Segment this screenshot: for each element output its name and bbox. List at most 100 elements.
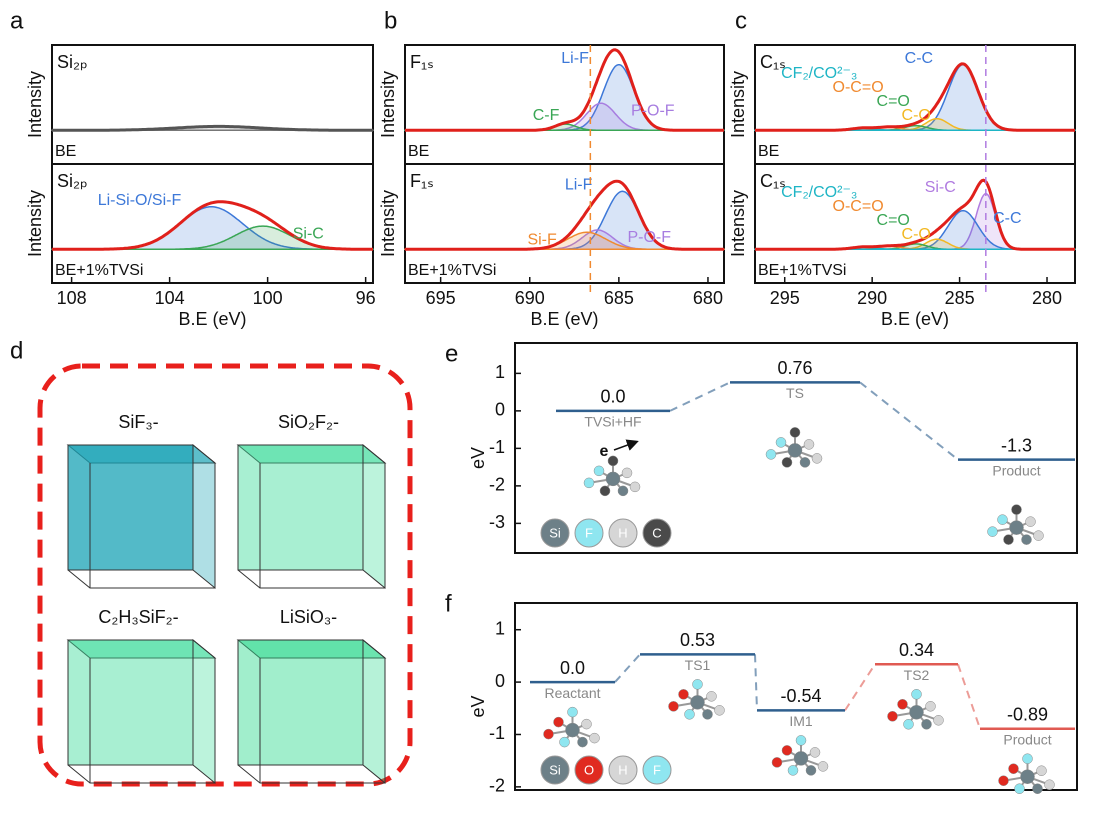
value-label: 0.0 (600, 387, 625, 407)
peak-label: CF₂/CO²⁻₃ (781, 184, 857, 201)
peak-label: C-F (533, 107, 560, 124)
spectrum-label: C₁ₛ (760, 52, 786, 72)
peak-label: P-O-F (627, 229, 671, 246)
atom-ball (669, 701, 679, 711)
atom-ball (910, 705, 924, 719)
atom-ball (707, 691, 717, 701)
spectrum-label: F₁ₛ (410, 52, 434, 72)
peak-label: Si-C (925, 179, 956, 196)
atom-ball (703, 709, 713, 719)
atom-ball (1015, 784, 1025, 794)
state-label: Product (992, 462, 1040, 478)
atom-ball (1023, 754, 1033, 764)
atom-ball (544, 729, 554, 739)
y-axis-label: eV (468, 695, 488, 717)
y-tick-label: -1 (489, 437, 505, 457)
atom-ball (590, 733, 600, 743)
y-tick-label: -1 (489, 723, 505, 743)
atom-ball (1021, 770, 1035, 784)
state-label: TS2 (904, 667, 930, 683)
atom-ball (794, 751, 808, 765)
y-axis-label: Intensity (25, 71, 45, 138)
peak-label: Li-F (565, 177, 593, 194)
value-label: -0.89 (1007, 704, 1048, 724)
atom-ball (934, 715, 944, 725)
atom-ball (578, 737, 588, 747)
x-tick-label: 295 (770, 288, 800, 308)
atom-ball (998, 515, 1008, 525)
atom-ball (788, 765, 798, 775)
atom-ball (772, 757, 782, 767)
x-axis-label: B.E (eV) (530, 309, 598, 329)
peak-label: Si-F (527, 231, 557, 248)
spectrum-label: C₁ₛ (760, 171, 786, 191)
atom-ball (679, 689, 689, 699)
atom-ball (1009, 764, 1019, 774)
y-axis-label: Intensity (25, 190, 45, 257)
cube-label: C₂H₃SiF₂- (98, 607, 178, 627)
sample-label: BE (408, 143, 429, 160)
cube-front (68, 445, 193, 570)
peak-fit (405, 65, 724, 131)
panel-letter: f (445, 590, 452, 617)
atom-legend-label: Si (549, 525, 561, 540)
atom-legend-label: H (618, 525, 627, 540)
x-tick-label: 690 (515, 288, 545, 308)
atom-ball (806, 765, 816, 775)
atom-ball (1033, 784, 1043, 794)
atom-ball (685, 709, 695, 719)
atom-ball (594, 466, 604, 476)
cube-side (363, 445, 385, 588)
atom-ball (622, 468, 632, 478)
cube-side (193, 445, 215, 588)
y-axis-label: Intensity (728, 71, 748, 138)
atom-ball (776, 437, 786, 447)
atom-ball (782, 745, 792, 755)
spectrum-label: F₁ₛ (410, 171, 434, 191)
y-tick-label: -3 (489, 512, 505, 532)
annotation-arrow (614, 442, 636, 450)
cube-side (193, 640, 215, 783)
connector (670, 382, 730, 411)
state-label: TVSi+HF (584, 414, 641, 430)
state-label: TS1 (685, 657, 711, 673)
atom-ball (1004, 535, 1014, 545)
peak-label: C-C (905, 50, 933, 67)
state-label: Reactant (544, 685, 600, 701)
connector (845, 664, 875, 710)
atom-ball (566, 723, 580, 737)
x-axis-label: B.E (eV) (881, 309, 949, 329)
y-tick-label: -2 (489, 776, 505, 796)
connector (958, 664, 980, 728)
peak-fit (52, 207, 373, 250)
cube-label: LiSiO₃- (280, 607, 337, 627)
atom-ball (582, 719, 592, 729)
value-label: 0.0 (560, 658, 585, 678)
atom-ball (922, 719, 932, 729)
panel-letter: b (384, 7, 397, 34)
sample-label: BE (55, 143, 76, 160)
spectrum-label: Si₂ₚ (57, 171, 88, 191)
state-label: Product (1003, 731, 1051, 747)
y-tick-label: 1 (495, 362, 505, 382)
cube-front (238, 445, 363, 570)
atom-legend-label: F (585, 525, 593, 540)
spectrum-label: Si₂ₚ (57, 52, 88, 72)
atom-ball (1034, 531, 1044, 541)
cube-label: SiO₂F₂- (278, 412, 339, 432)
atom-ball (568, 707, 578, 717)
cube-side (363, 640, 385, 783)
y-axis-label: eV (468, 447, 488, 469)
value-label: 0.76 (777, 358, 812, 378)
atom-ball (554, 717, 564, 727)
value-label: -1.3 (1001, 435, 1032, 455)
x-tick-label: 680 (693, 288, 723, 308)
connector (615, 654, 640, 682)
atom-legend-label: Si (549, 762, 561, 777)
y-tick-label: 0 (495, 400, 505, 420)
x-tick-label: 108 (57, 288, 87, 308)
cube-label: SiF₃- (118, 412, 158, 432)
atom-ball (888, 711, 898, 721)
atom-ball (904, 719, 914, 729)
connector (860, 382, 958, 459)
